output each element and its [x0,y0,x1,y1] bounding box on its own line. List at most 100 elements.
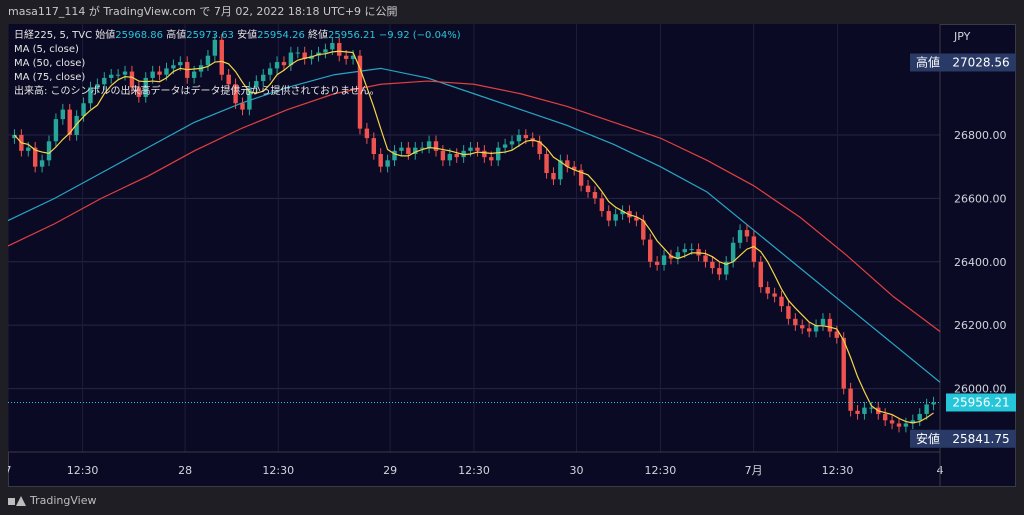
candle-body [32,147,38,167]
candle-body [385,160,390,167]
candle-body [578,169,584,186]
candle-body [274,62,280,69]
candle-body [240,103,245,110]
candle-body [661,255,667,265]
low-value: 25954.26 [257,30,305,41]
symbol-name[interactable]: 日経225, 5, TVC [14,30,93,41]
ma5-line [14,50,934,424]
candle-body [461,150,466,158]
x-tick-label: 7 [8,464,12,477]
candle-body [682,249,687,253]
candle-body [143,77,148,97]
high-value: 25973.63 [186,30,234,41]
candle-body [178,62,183,66]
candle-body [502,144,508,148]
legend-ma5[interactable]: MA (5, close) [14,44,79,55]
candle-body [39,160,45,167]
y-tick-label: 26000.00 [954,383,1007,396]
candle-body [606,211,611,221]
candle-body [648,239,653,262]
candle-body [523,134,529,139]
candle-body [219,39,224,75]
x-tick-label: 7月 [745,464,763,477]
candle-body [191,71,197,78]
candle-body [157,71,162,75]
x-tick-label: 30 [570,464,584,477]
y-tick-label: 26800.00 [954,129,1007,142]
x-tick-label: 12:30 [262,464,294,477]
legend-ma75[interactable]: MA (75, close) [14,72,86,83]
candle-body [558,160,563,180]
candle-body [869,407,874,409]
candle-body [924,404,929,414]
candle-body [537,141,542,154]
low-label: 安値 [237,30,258,41]
change-value: −9.92 (−0.04%) [378,30,461,41]
candle-body [371,138,376,154]
close-label: 終値 [308,30,329,41]
legend-ma50[interactable]: MA (50, close) [14,58,86,69]
candle-body [516,134,522,142]
candle-body [357,55,363,129]
candle-body [910,420,916,424]
candle-body [613,214,618,221]
candle-body [737,230,743,243]
y-tick-label: 26400.00 [954,256,1007,269]
candle-body [820,318,826,326]
candle-body [378,153,383,167]
candle-body [572,166,577,170]
candle-body [12,134,17,139]
y-tick-label: 26600.00 [954,192,1007,205]
low-price-label-box [910,429,946,448]
candle-body [136,87,142,97]
candle-body [74,115,79,135]
candle-body [433,141,439,151]
footer: TradingView [8,490,96,512]
candle-body [544,153,549,174]
candle-body [323,49,328,53]
x-tick-label: 12:30 [822,464,854,477]
candle-body [413,147,418,154]
currency-label: JPY [953,30,971,43]
high-price-label-box [910,53,946,72]
candle-body [744,230,750,237]
candle-body [765,287,770,294]
last-price-value-box [946,393,1016,412]
candle-body [862,407,867,414]
legend-ohlc: 日経225, 5, TVC 始値25968.86 高値25973.63 安値25… [14,29,461,43]
candle-body [88,87,93,104]
candle-body [717,268,722,275]
candle-body [129,71,135,88]
candle-body [758,261,763,288]
candle-body [109,74,114,78]
candle-body [710,261,715,269]
candle-body [565,160,570,167]
high-price-value: 27028.56 [952,56,1009,70]
price-chart[interactable]: 26000.00 26200.00 26400.00 26600.00 26800.00… [8,24,1016,487]
candle-body [254,81,259,88]
legend-volume-note: 出来高: このシンボルの出来高データはデータ提供元から提供されておりません。 [14,86,380,97]
candle-body [793,318,798,326]
candle-body [779,296,784,307]
candle-body [281,62,287,66]
ma50-line [8,67,941,383]
candle-body [931,402,936,405]
candle-body [634,217,639,221]
candle-body [806,328,812,332]
candle-body [233,84,238,104]
candle-body [426,141,432,148]
candle-body [419,147,425,149]
candle-body [599,198,605,212]
x-tick-label: 28 [178,464,192,477]
low-price-value: 25841.75 [952,432,1009,446]
candle-body [703,255,708,262]
publish-header: masa117_114 が TradingView.com で 7月 02, 2… [8,5,398,18]
candle-body [592,192,598,199]
candle-body [724,261,729,275]
candle-body [889,420,895,424]
candle-body [509,141,515,145]
candle-body [551,173,556,180]
high-price-value-box [946,53,1016,72]
candle-body [855,410,860,414]
footer-brand[interactable]: TradingView [30,494,97,507]
